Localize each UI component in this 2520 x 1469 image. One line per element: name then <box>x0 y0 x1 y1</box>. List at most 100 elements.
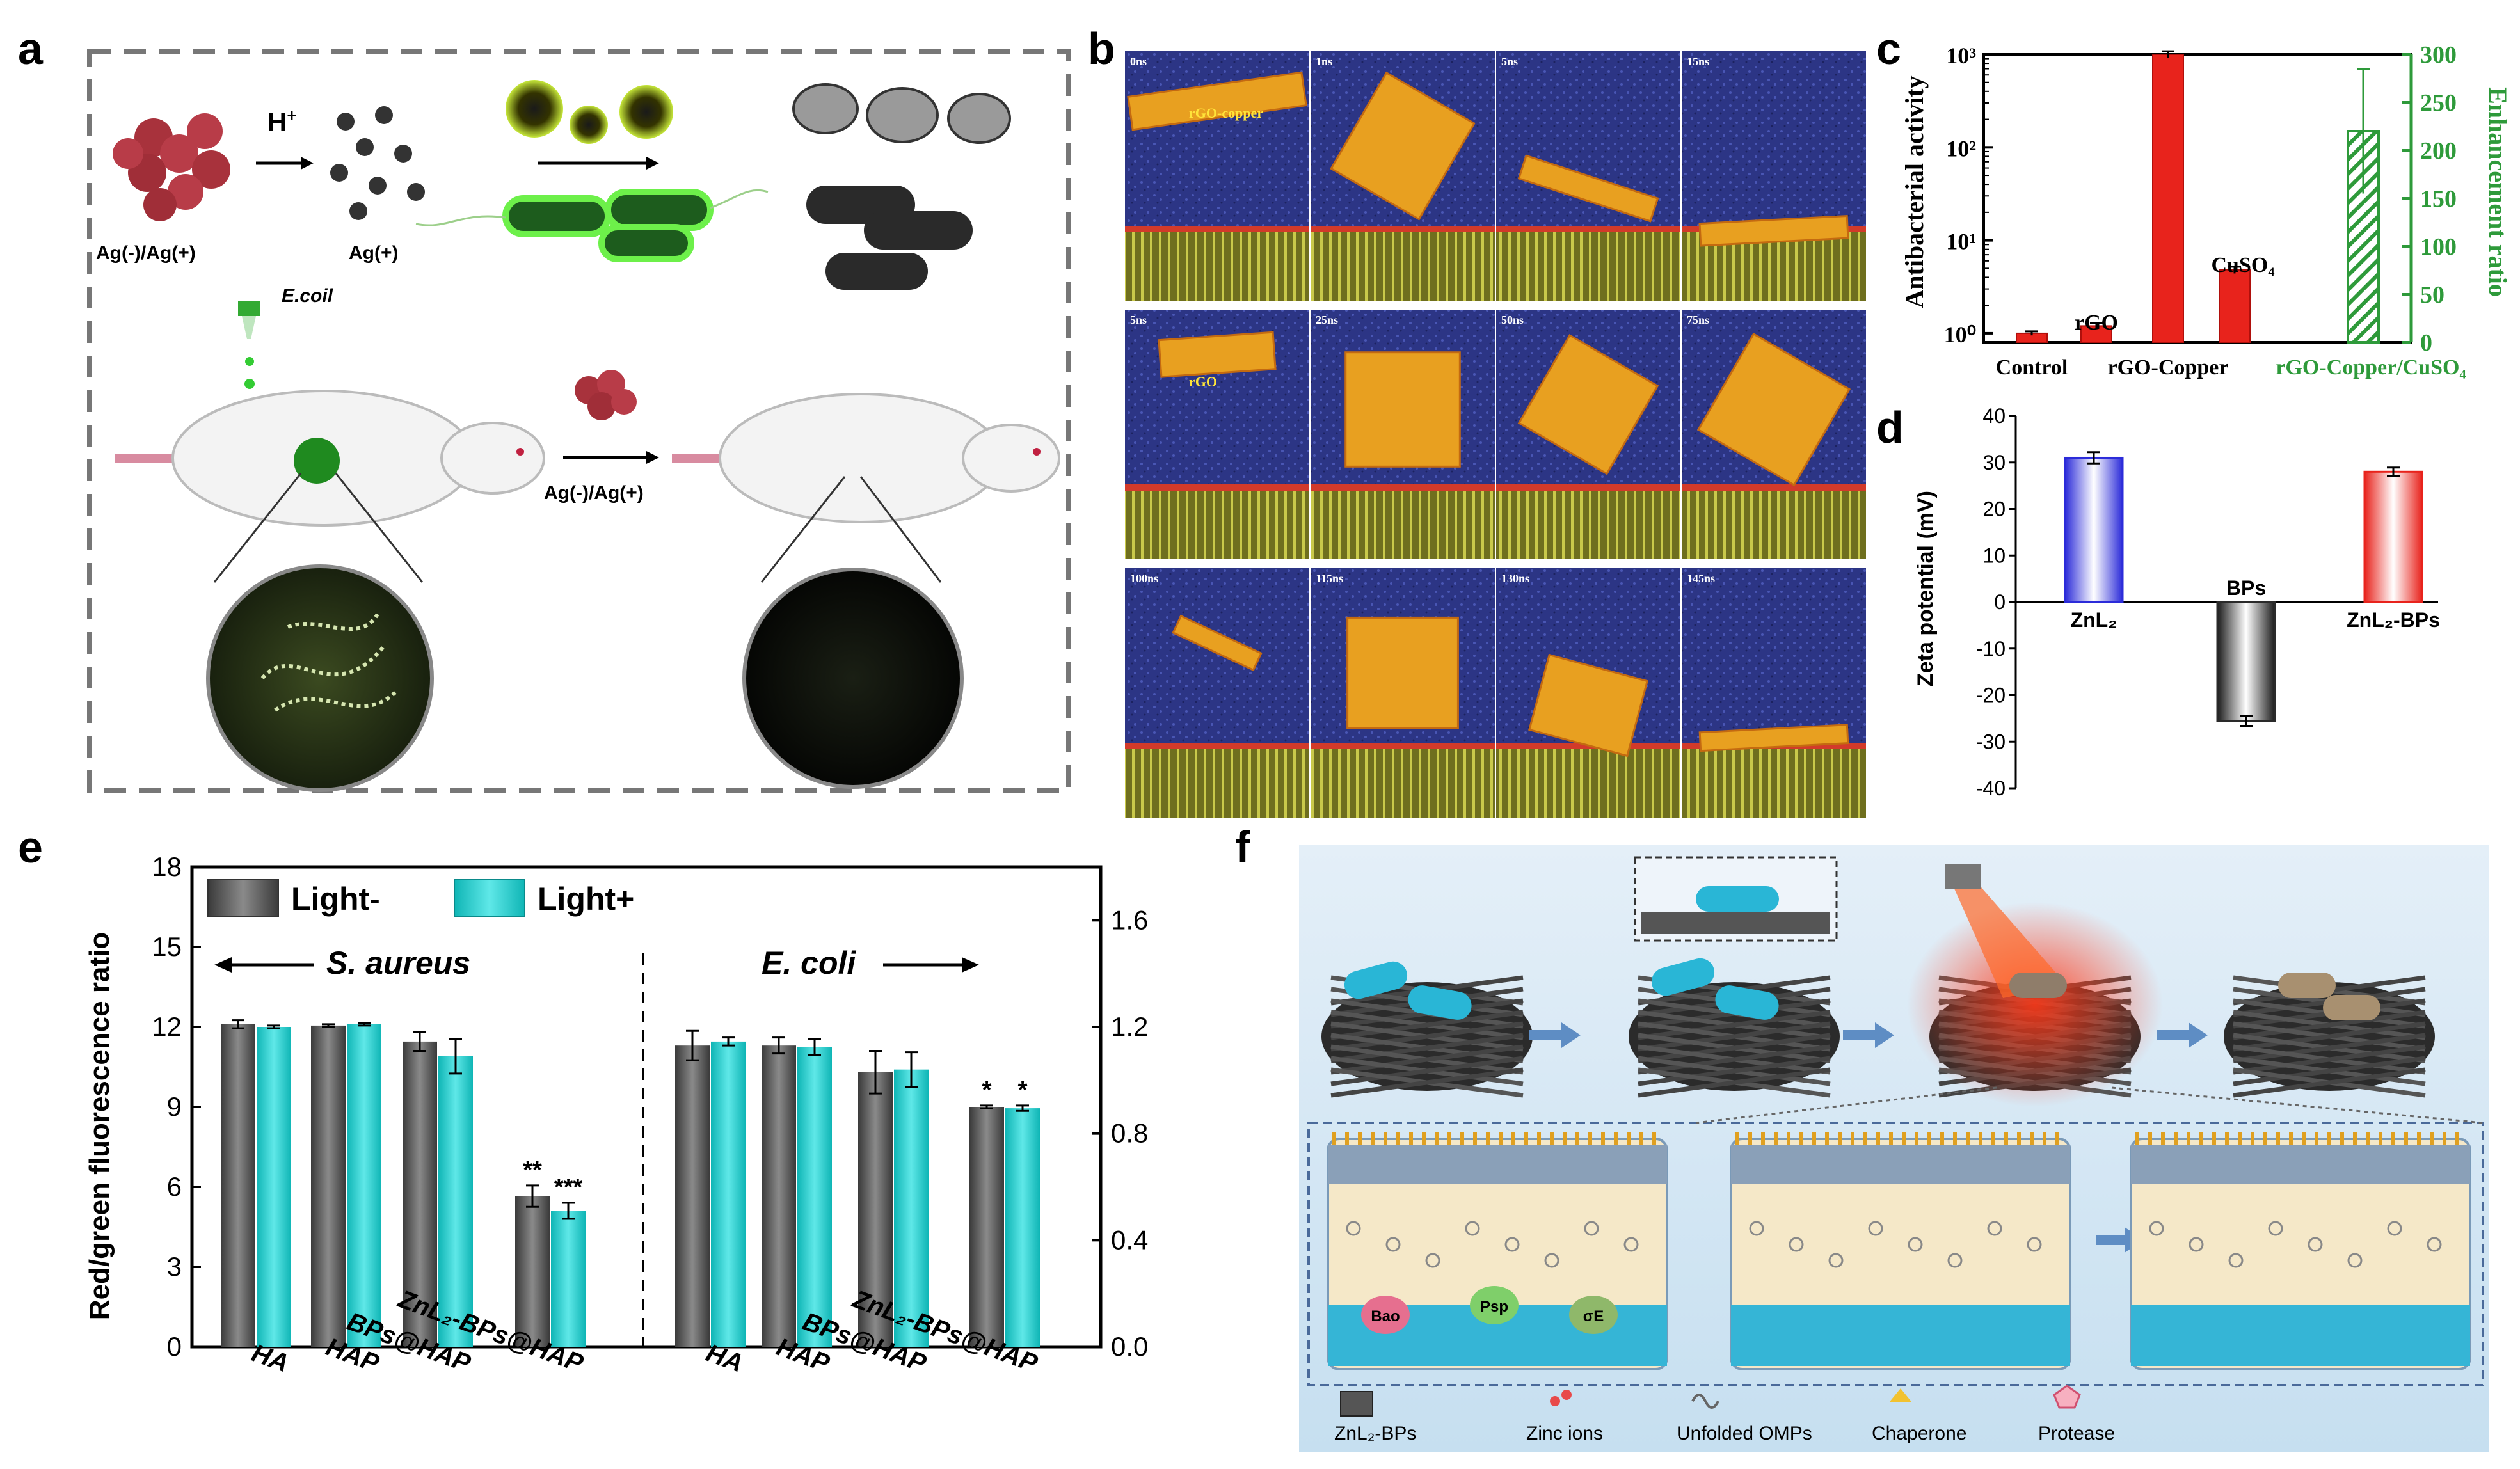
e-bar <box>969 1107 1004 1347</box>
scaffold-rod <box>2233 1021 2426 1052</box>
unfolded-omp-icon <box>2387 1221 2402 1236</box>
silver-ions-icon <box>330 106 425 220</box>
graphene-sheet <box>1528 653 1648 758</box>
unfolded-omp-icon <box>2347 1253 2363 1268</box>
e-bar <box>403 1041 437 1347</box>
irradiation-glow <box>1907 902 2163 1107</box>
nanoparticle-icon <box>570 106 608 144</box>
bacterium-icon <box>1715 985 1779 1020</box>
membrane-panel <box>1730 1132 2071 1370</box>
d-ytick-label: -30 <box>1976 730 2006 753</box>
membrane-lipids <box>1311 230 1495 301</box>
agar-plate-clear-icon <box>742 568 964 789</box>
d-category-label: ZnL₂-BPs <box>2347 608 2440 631</box>
e-legend-label: Light- <box>291 881 380 917</box>
e-y2tick-label: 1.2 <box>1111 1012 1148 1042</box>
dropper-icon <box>238 301 260 389</box>
panel-letter-d: d <box>1876 402 1904 452</box>
scaffold-rod <box>1330 1010 1524 1040</box>
e-legend-swatch <box>207 879 279 917</box>
unfolded-omp-icon <box>2189 1237 2204 1252</box>
bacterium-icon <box>1344 961 1408 999</box>
membrane-lipids <box>1311 747 1495 818</box>
c-category-label: rGO-Copper <box>2108 356 2229 379</box>
membrane-protein-label: Psp <box>1480 1298 1508 1315</box>
scaffold-rod <box>1638 1033 1831 1063</box>
chaperone-icon <box>1889 1388 1912 1402</box>
e-y2tick-label: 0.0 <box>1111 1331 1148 1362</box>
arrowhead-icon <box>646 451 659 464</box>
panel-letter-b: b <box>1088 24 1115 74</box>
scaffold-rod <box>1330 1056 1524 1086</box>
d-ytick-label: 20 <box>1982 498 2006 521</box>
d-category-label: ZnL₂ <box>2071 608 2117 631</box>
e-bar <box>438 1056 473 1347</box>
chaperone-shape <box>1889 1388 1912 1402</box>
arrowhead-icon <box>214 957 232 973</box>
ion-dot <box>1550 1396 1560 1406</box>
unfolded-omp-icon <box>2228 1253 2244 1268</box>
unfolded-omp-icon <box>1425 1253 1440 1268</box>
e-bar <box>894 1069 929 1347</box>
graphene-sheet <box>1172 614 1263 672</box>
arrowhead-icon <box>962 957 979 973</box>
c-y2tick-label: 250 <box>2420 90 2457 116</box>
scaffold-rod <box>1638 1021 1831 1052</box>
panel-a: Ag(-)/Ag(+) H+ Ag(+) <box>87 49 1071 793</box>
graphene-sheet <box>1698 214 1849 247</box>
e-significance-label: ** <box>523 1157 542 1184</box>
e-bar <box>858 1072 893 1347</box>
unfolded-omp-icon <box>1828 1253 1844 1268</box>
unfolded-omp-icon <box>1947 1253 1963 1268</box>
e-legend-label: Light+ <box>538 881 634 917</box>
e-ytick-label: 6 <box>167 1171 182 1202</box>
arrowhead-icon <box>301 157 314 170</box>
panel-b: 0ns rGO-copper 1ns 5ns 15ns 5ns rGO 25ns 50ns 75n… <box>1125 51 1866 818</box>
scaffold-rod <box>2233 1056 2426 1086</box>
e-bar <box>515 1196 550 1347</box>
mouse-healed-icon <box>672 393 1060 523</box>
d-ytick-label: 40 <box>1982 404 2006 427</box>
graphene-sheet <box>1346 616 1459 729</box>
membrane-lipids <box>1682 747 1866 818</box>
ion-icon <box>1550 1390 1572 1406</box>
legend-label: Zinc ions <box>1526 1423 1603 1444</box>
panel-letters: a b c d e f <box>18 24 1904 872</box>
panel-f-legend: ZnL₂-BPs Zinc ions Unfolded OMPs Chaperone P… <box>1334 1385 2115 1444</box>
mouse-infected-icon <box>115 390 545 527</box>
graphene-sheet <box>1127 71 1307 131</box>
scaffold-icon <box>1321 975 1533 1098</box>
e-ytick-label: 0 <box>167 1331 182 1362</box>
scaffold-rod <box>1330 1021 1524 1052</box>
membrane-protein-icon <box>1470 1286 1519 1324</box>
c-y2tick-label: 300 <box>2420 42 2457 68</box>
scaffold-rod <box>1330 1067 1524 1098</box>
membrane-protein-icon <box>1361 1296 1410 1334</box>
membrane-headgroups <box>1311 226 1495 232</box>
e-bar <box>675 1045 710 1347</box>
legend-label: Unfolded OMPs <box>1677 1423 1812 1444</box>
unfolded-omp-icon <box>1789 1237 1804 1252</box>
d-ytick-label: 0 <box>1994 591 2006 614</box>
panel-letter-a: a <box>18 24 44 74</box>
e-y2tick-label: 0.4 <box>1111 1225 1148 1255</box>
inner-membrane <box>1731 1305 2070 1366</box>
e-bar <box>221 1024 255 1347</box>
d-ytick-label: -10 <box>1976 637 2006 660</box>
membrane-headgroups <box>1311 743 1495 749</box>
frame-time-label: 115ns <box>1316 572 1343 585</box>
e-ytick-label: 18 <box>152 852 182 882</box>
nanocluster-small-icon <box>575 370 637 420</box>
e-significance-label: * <box>982 1077 992 1104</box>
membrane-headgroups <box>1311 484 1495 491</box>
graphene-sheet <box>1517 154 1659 223</box>
zoom-line <box>760 476 846 583</box>
label-therapy: Ag(-)/Ag(+) <box>544 482 644 504</box>
nanoparticle-icon <box>506 80 563 138</box>
scaffold-rod <box>1638 1056 1831 1086</box>
light-beam <box>1952 883 2067 998</box>
chart-d: Zeta potential (mV) -40 -30 -20 -10 0 10 20 30 4… <box>1913 404 2440 800</box>
zoom-line <box>859 476 942 583</box>
label-ag-positive: Ag(+) <box>349 242 399 264</box>
c-bar <box>2219 269 2251 344</box>
